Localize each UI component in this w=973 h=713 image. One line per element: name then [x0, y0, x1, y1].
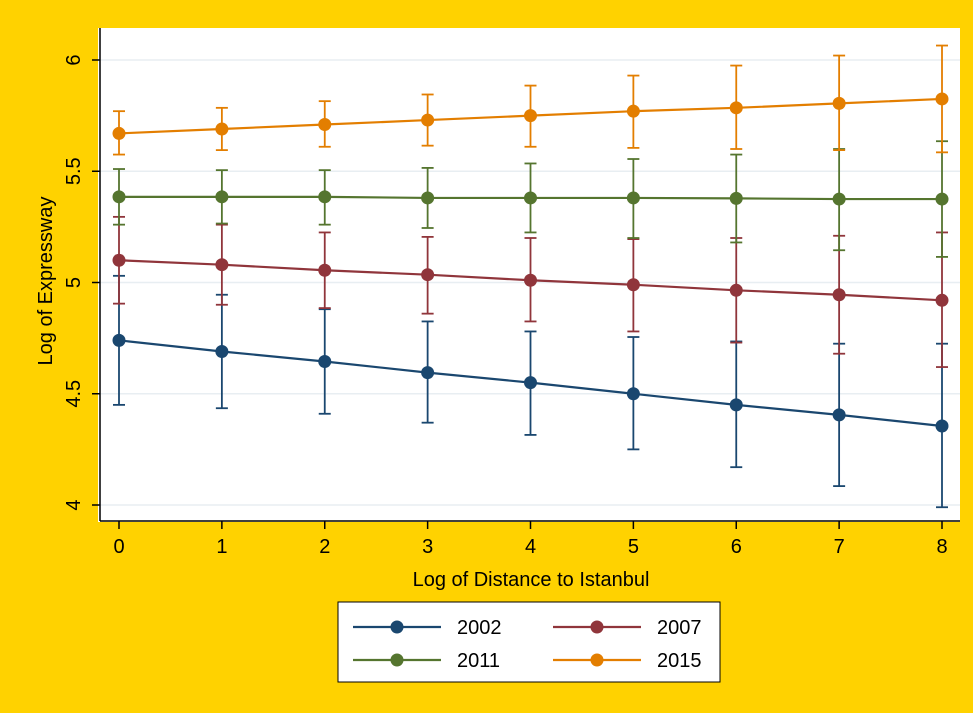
data-point — [832, 288, 846, 302]
data-point — [112, 126, 126, 140]
legend-item-2002: 2002 — [353, 617, 502, 639]
y-axis-title: Log of Expressway — [35, 197, 57, 366]
legend-item-2015: 2015 — [553, 650, 702, 672]
data-point — [626, 104, 640, 118]
data-point — [832, 96, 846, 110]
x-tick-label: 4 — [525, 536, 536, 558]
y-tick-label: 5 — [63, 277, 85, 288]
data-point — [729, 283, 743, 297]
data-point — [524, 376, 537, 390]
data-point — [524, 191, 537, 205]
data-point — [421, 366, 435, 380]
legend-label: 2015 — [657, 650, 702, 672]
legend-item-2011: 2011 — [353, 650, 500, 672]
data-point — [112, 253, 126, 267]
x-tick-label: 0 — [113, 536, 124, 558]
data-point — [626, 191, 640, 205]
y-tick-label: 4 — [63, 499, 85, 510]
data-point — [524, 109, 537, 123]
data-point — [524, 273, 537, 287]
data-point — [215, 122, 229, 136]
legend-label: 2002 — [457, 617, 502, 639]
data-point — [935, 293, 949, 307]
x-tick-label: 8 — [936, 536, 947, 558]
y-tick-label: 5.5 — [63, 157, 85, 185]
data-point — [729, 191, 743, 205]
data-point — [832, 408, 846, 422]
data-point — [626, 278, 640, 292]
data-point — [318, 354, 332, 368]
x-axis-title: Log of Distance to Istanbul — [413, 569, 650, 591]
series-2007 — [112, 215, 949, 368]
legend-swatch-marker — [390, 620, 404, 634]
data-point — [626, 387, 640, 401]
x-tick-label: 6 — [731, 536, 742, 558]
data-point — [421, 113, 435, 127]
data-point — [215, 190, 229, 204]
x-tick-label: 3 — [422, 536, 433, 558]
legend-label: 2011 — [457, 650, 500, 672]
y-tick-label: 6 — [63, 54, 85, 65]
data-point — [215, 344, 229, 358]
data-point — [935, 192, 949, 206]
y-tick-label: 4.5 — [63, 380, 85, 408]
legend-item-2007: 2007 — [553, 617, 702, 639]
series-2015 — [112, 44, 949, 156]
x-tick-label: 5 — [628, 536, 639, 558]
data-point — [215, 258, 229, 272]
data-point — [318, 190, 332, 204]
data-point — [112, 190, 126, 204]
data-point — [318, 263, 332, 277]
data-point — [935, 92, 949, 106]
legend-label: 2007 — [657, 617, 702, 639]
data-point — [832, 192, 846, 206]
x-tick-label: 2 — [319, 536, 330, 558]
legend: 2002 2007 2011 2015 — [337, 601, 721, 683]
series-layer — [112, 44, 949, 509]
data-point — [112, 333, 126, 347]
legend-swatch-marker — [390, 653, 404, 667]
legend-box — [337, 601, 721, 683]
data-point — [421, 191, 435, 205]
x-axis-ticks: 0 1 2 3 4 5 6 7 8 — [113, 521, 948, 558]
data-point — [318, 118, 332, 132]
x-tick-label: 7 — [834, 536, 845, 558]
x-tick-label: 1 — [216, 536, 227, 558]
data-point — [729, 398, 743, 412]
series-2011 — [112, 140, 949, 258]
legend-swatch-marker — [590, 653, 604, 667]
data-point — [935, 419, 949, 433]
data-point — [729, 101, 743, 115]
data-point — [421, 268, 435, 282]
y-axis-ticks: 4 4.5 5 5.5 6 — [63, 54, 100, 511]
legend-swatch-marker — [590, 620, 604, 634]
